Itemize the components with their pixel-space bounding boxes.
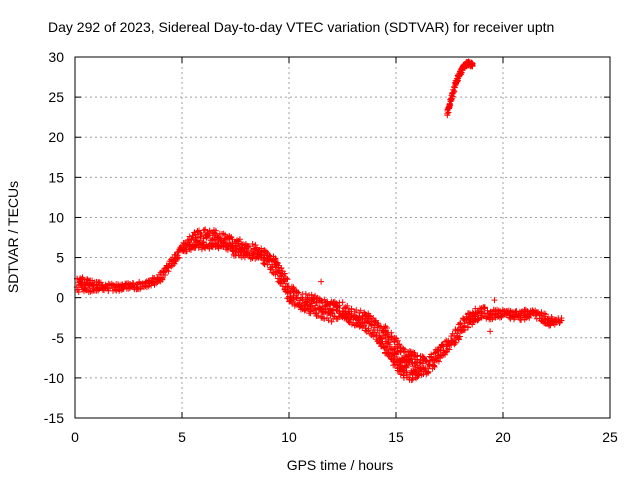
x-axis-label: GPS time / hours	[287, 457, 394, 473]
y-tick-label: -10	[44, 370, 64, 386]
y-tick-label: 0	[56, 290, 64, 306]
y-tick-label: 15	[48, 169, 64, 185]
y-tick-label: 25	[48, 89, 64, 105]
plot-frame	[74, 56, 611, 419]
outlier-point	[318, 278, 325, 285]
y-tick-label: -15	[44, 410, 64, 426]
grid	[75, 57, 610, 418]
axis-ticks: 0 5 10 15 20 25 -15 -10 -5 0 5 10 15 20 25 30	[44, 49, 618, 445]
outlier-point	[487, 328, 494, 335]
outlier-point	[491, 297, 498, 304]
y-axis-label: SDTVAR / TECUs	[5, 181, 21, 293]
x-tick-label: 5	[178, 429, 186, 445]
x-tick-label: 15	[388, 429, 404, 445]
y-tick-label: 10	[48, 209, 64, 225]
y-tick-label: -5	[52, 330, 65, 346]
x-tick-label: 20	[495, 429, 511, 445]
x-tick-label: 10	[281, 429, 297, 445]
y-tick-label: 5	[56, 250, 64, 266]
y-tick-label: 30	[48, 49, 64, 65]
x-tick-label: 0	[71, 429, 79, 445]
y-tick-label: 20	[48, 129, 64, 145]
x-tick-label: 25	[602, 429, 618, 445]
data-points	[73, 58, 565, 384]
sdtvar-point-cloud	[73, 58, 565, 384]
chart-title: Day 292 of 2023, Sidereal Day-to-day VTE…	[48, 19, 554, 35]
